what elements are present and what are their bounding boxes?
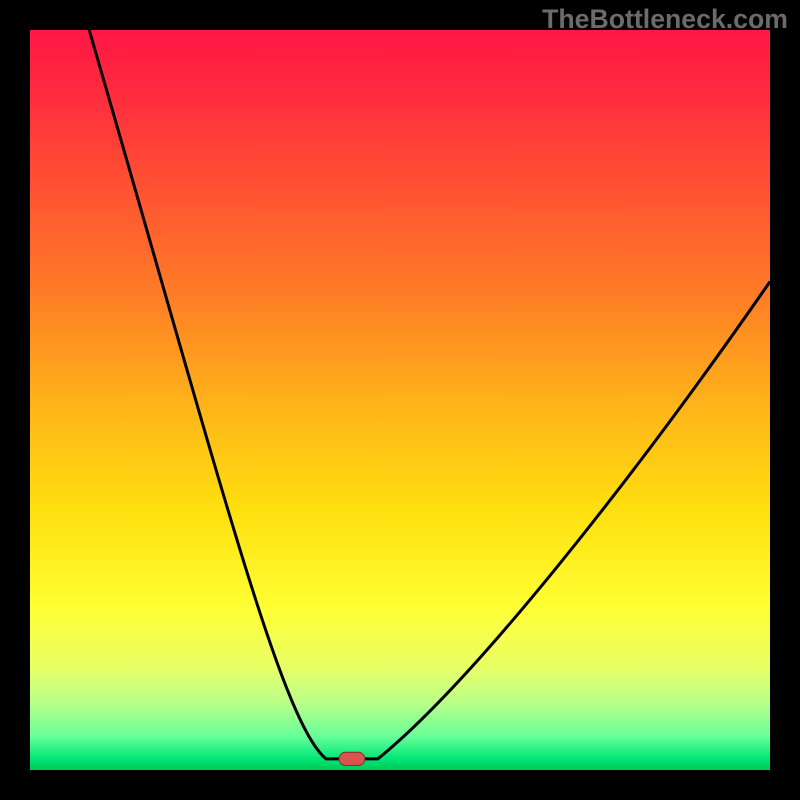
optimal-marker [339, 752, 365, 765]
plot-background [30, 30, 770, 770]
chart-container: TheBottleneck.com [0, 0, 800, 800]
bottleneck-chart [0, 0, 800, 800]
